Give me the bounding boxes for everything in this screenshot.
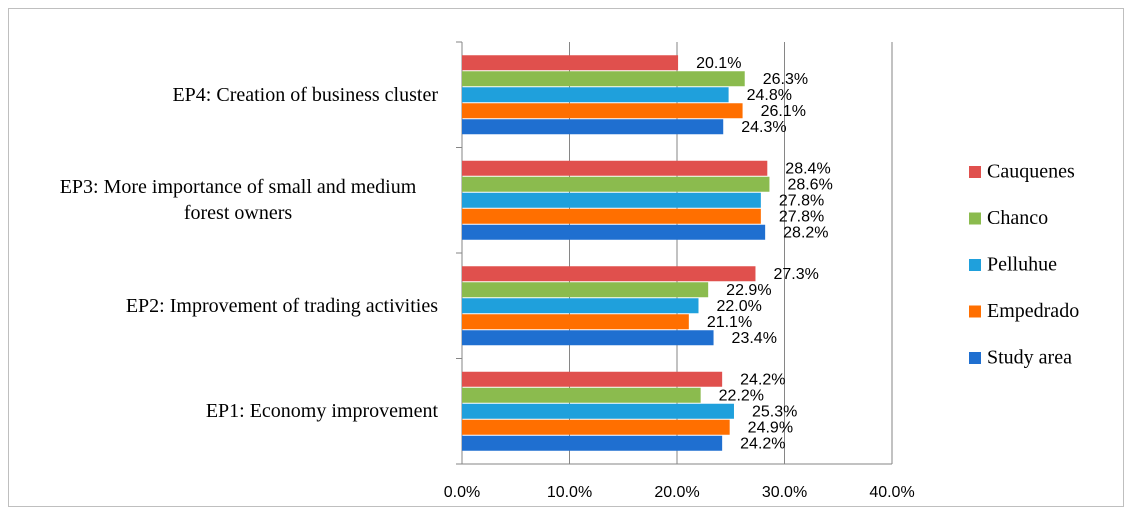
bar xyxy=(462,314,689,330)
bar xyxy=(462,387,701,403)
data-label: 27.3% xyxy=(773,266,818,283)
data-label: 21.1% xyxy=(707,314,752,331)
bar xyxy=(462,282,709,298)
legend-label: Empedrado xyxy=(987,300,1079,322)
legend-label: Study area xyxy=(987,347,1072,369)
category-label-box: EP3: More importance of small and medium… xyxy=(18,148,438,254)
legend-swatch xyxy=(969,166,981,178)
legend-swatch xyxy=(969,259,981,271)
x-tick-label: 30.0% xyxy=(762,484,807,501)
bar xyxy=(462,119,724,135)
data-label: 28.2% xyxy=(783,224,828,241)
bar xyxy=(462,371,723,387)
x-tick-label: 10.0% xyxy=(547,484,592,501)
category-label: EP3: More importance of small and medium… xyxy=(18,148,438,254)
category-label-box: EP1: Economy improvement xyxy=(18,359,438,465)
bar xyxy=(462,419,730,435)
bar xyxy=(462,298,699,314)
legend-label: Chanco xyxy=(987,207,1048,229)
data-label: 28.6% xyxy=(787,176,832,193)
category-label-text: EP3: More importance of small and medium… xyxy=(59,176,417,225)
data-label: 20.1% xyxy=(696,55,741,72)
data-label: 22.2% xyxy=(719,387,764,404)
bar xyxy=(462,87,729,103)
bar xyxy=(462,192,761,208)
legend-label: Pelluhue xyxy=(987,254,1057,276)
x-tick-label: 0.0% xyxy=(444,484,480,501)
bar xyxy=(462,176,770,192)
data-label: 26.3% xyxy=(763,71,808,88)
bar xyxy=(462,403,734,419)
legend-swatch xyxy=(969,305,981,318)
category-label: EP2: Improvement of trading activities xyxy=(18,253,438,359)
bar xyxy=(462,103,743,119)
data-label: 24.2% xyxy=(740,435,785,452)
bar xyxy=(462,224,766,240)
category-label-text: EP2: Improvement of trading activities xyxy=(125,294,438,317)
bar xyxy=(462,55,679,71)
legend-swatch xyxy=(969,352,981,364)
category-label-box: EP4: Creation of business cluster xyxy=(18,42,438,148)
bar xyxy=(462,71,745,87)
legend-label: Cauquenes xyxy=(987,161,1075,183)
category-label-text: EP1: Economy improvement xyxy=(205,400,438,423)
category-label: EP4: Creation of business cluster xyxy=(18,42,438,148)
bar xyxy=(462,435,723,451)
legend-swatch xyxy=(969,212,981,225)
data-label: 24.3% xyxy=(741,119,786,136)
data-label: 27.8% xyxy=(779,208,824,225)
bar xyxy=(462,160,768,176)
data-label: 26.1% xyxy=(761,103,806,120)
data-label: 23.4% xyxy=(732,330,777,347)
chart-frame xyxy=(8,8,1124,507)
data-label: 24.9% xyxy=(748,419,793,436)
bar xyxy=(462,266,756,282)
category-label: EP1: Economy improvement xyxy=(18,359,438,465)
data-label: 24.8% xyxy=(747,87,792,104)
category-label-box: EP2: Improvement of trading activities xyxy=(18,253,438,359)
bar xyxy=(462,330,714,346)
data-label: 22.0% xyxy=(717,298,762,315)
data-label: 27.8% xyxy=(779,192,824,209)
bar xyxy=(462,208,761,224)
data-label: 25.3% xyxy=(752,403,797,420)
x-tick-label: 20.0% xyxy=(654,484,699,501)
data-label: 22.9% xyxy=(726,282,771,299)
data-label: 24.2% xyxy=(740,371,785,388)
x-tick-label: 40.0% xyxy=(869,484,914,501)
data-label: 28.4% xyxy=(785,160,830,177)
category-label-text: EP4: Creation of business cluster xyxy=(172,83,438,106)
